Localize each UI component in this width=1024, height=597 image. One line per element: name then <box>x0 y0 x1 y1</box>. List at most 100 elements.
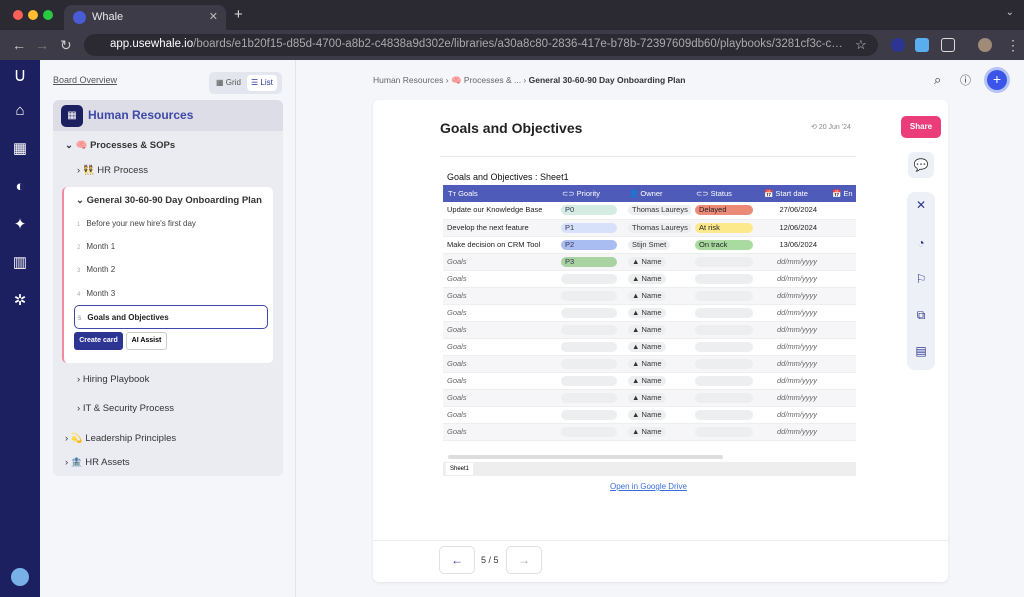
start-date-cell[interactable]: dd/mm/yyyy <box>759 423 827 441</box>
share-button[interactable]: Share <box>901 116 941 138</box>
goal-cell[interactable]: Goals <box>443 304 557 322</box>
priority-cell[interactable]: P1 <box>557 219 624 237</box>
goal-cell[interactable]: Make decision on CRM Tool <box>443 236 557 254</box>
end-date-cell[interactable] <box>827 321 856 339</box>
status-cell[interactable] <box>691 270 759 288</box>
create-card-button[interactable]: Create card <box>74 332 123 350</box>
start-date-cell[interactable]: dd/mm/yyyy <box>759 253 827 271</box>
status-cell[interactable]: Delayed <box>691 202 759 220</box>
owner-cell[interactable]: Thomas Laureys <box>624 219 691 237</box>
priority-cell[interactable]: P2 <box>557 236 624 254</box>
start-date-cell[interactable]: 13/06/2024 <box>759 236 827 254</box>
owner-cell[interactable]: ▲ Name <box>624 389 691 407</box>
card-item[interactable]: 2 Month 1 <box>77 242 115 251</box>
end-date-cell[interactable] <box>827 423 856 441</box>
breadcrumb-item[interactable]: Human Resources <box>373 75 444 85</box>
goal-cell[interactable]: Goals <box>443 338 557 356</box>
priority-cell[interactable] <box>557 389 624 407</box>
search-icon[interactable]: ⌕ <box>934 72 942 87</box>
owner-cell[interactable]: ▲ Name <box>624 355 691 373</box>
table-row[interactable]: Goals ▲ Name dd/mm/yyyy <box>443 389 856 407</box>
table-row[interactable]: Goals ▲ Name dd/mm/yyyy <box>443 304 856 322</box>
status-cell[interactable]: At risk <box>691 219 759 237</box>
goal-cell[interactable]: Goals <box>443 287 557 305</box>
start-date-cell[interactable]: dd/mm/yyyy <box>759 338 827 356</box>
table-row[interactable]: Develop the next feature P1 Thomas Laure… <box>443 219 856 237</box>
priority-cell[interactable] <box>557 304 624 322</box>
goal-cell[interactable]: Goals <box>443 270 557 288</box>
status-cell[interactable] <box>691 253 759 271</box>
grid-view-button[interactable]: ▦ Grid <box>216 78 241 87</box>
next-page-button[interactable]: → <box>506 546 542 574</box>
status-cell[interactable] <box>691 372 759 390</box>
priority-cell[interactable]: P3 <box>557 253 624 271</box>
priority-cell[interactable] <box>557 270 624 288</box>
goal-cell[interactable]: Update our Knowledge Base <box>443 202 557 220</box>
goal-cell[interactable]: Goals <box>443 321 557 339</box>
owner-cell[interactable]: ▲ Name <box>624 304 691 322</box>
analytics-pie-icon[interactable]: ◔ <box>917 236 925 250</box>
start-date-cell[interactable]: dd/mm/yyyy <box>759 389 827 407</box>
home-icon[interactable]: ⌂ <box>15 102 25 119</box>
goal-cell[interactable]: Goals <box>443 423 557 441</box>
analytics-icon[interactable]: ▥ <box>12 254 28 271</box>
tree-item-leadership[interactable]: › 💫 Leadership Principles <box>65 433 177 444</box>
profile-avatar[interactable] <box>978 38 992 52</box>
owner-cell[interactable]: ▲ Name <box>624 321 691 339</box>
tree-item-processes[interactable]: ⌄ 🧠 Processes & SOPs <box>65 140 176 151</box>
status-cell[interactable] <box>691 389 759 407</box>
priority-cell[interactable] <box>557 372 624 390</box>
status-cell[interactable] <box>691 355 759 373</box>
goal-cell[interactable]: Goals <box>443 372 557 390</box>
end-date-cell[interactable] <box>827 389 856 407</box>
table-row[interactable]: Goals ▲ Name dd/mm/yyyy <box>443 338 856 356</box>
owner-cell[interactable]: ▲ Name <box>624 406 691 424</box>
back-icon[interactable]: ← <box>12 37 26 53</box>
extension-icon[interactable] <box>915 38 929 52</box>
previous-page-button[interactable]: ← <box>439 546 475 574</box>
ai-sparkle-icon[interactable]: ✦ <box>13 216 27 233</box>
breadcrumb-item[interactable]: 🧠 Processes & ... <box>450 75 522 85</box>
table-row[interactable]: Goals ▲ Name dd/mm/yyyy <box>443 406 856 424</box>
table-row[interactable]: Goals ▲ Name dd/mm/yyyy <box>443 355 856 373</box>
ai-assist-button[interactable]: AI Assist <box>126 332 167 350</box>
end-date-cell[interactable] <box>827 355 856 373</box>
goal-cell[interactable]: Goals <box>443 253 557 271</box>
new-tab-button[interactable]: + <box>234 6 243 23</box>
add-button[interactable]: + <box>987 70 1007 90</box>
info-icon[interactable]: ⓘ <box>960 75 971 87</box>
zoom-window-button[interactable] <box>43 10 53 20</box>
priority-cell[interactable] <box>557 355 624 373</box>
goal-cell[interactable]: Goals <box>443 406 557 424</box>
owner-cell[interactable]: ▲ Name <box>624 372 691 390</box>
priority-cell[interactable] <box>557 406 624 424</box>
integrations-icon[interactable]: ✲ <box>13 292 27 309</box>
table-row[interactable]: Goals ▲ Name dd/mm/yyyy <box>443 287 856 305</box>
whale-extension-icon[interactable] <box>891 38 905 52</box>
sheet-tab[interactable]: Sheet1 <box>446 463 474 475</box>
start-date-cell[interactable]: dd/mm/yyyy <box>759 321 827 339</box>
browser-menu-icon[interactable]: ⋮ <box>1006 37 1020 53</box>
board-overview-link[interactable]: Board Overview <box>53 75 118 85</box>
owner-cell[interactable]: Thomas Laureys <box>624 202 691 220</box>
status-cell[interactable] <box>691 287 759 305</box>
goal-cell[interactable]: Goals <box>443 355 557 373</box>
boards-grid-icon[interactable]: ▦ <box>12 140 28 157</box>
minimize-window-button[interactable] <box>28 10 38 20</box>
bookmark-icon[interactable]: ⚐ <box>915 272 927 286</box>
status-cell[interactable] <box>691 338 759 356</box>
embedded-google-sheet[interactable]: Goals and Objectives : Sheet1 Tт Goals ⊂⊃… <box>443 169 856 479</box>
table-row[interactable]: Update our Knowledge Base P0 Thomas Laur… <box>443 202 856 220</box>
start-date-cell[interactable]: 12/06/2024 <box>759 219 827 237</box>
extensions-puzzle-icon[interactable] <box>941 38 955 52</box>
tree-item-hiring-playbook[interactable]: › Hiring Playbook <box>77 374 150 385</box>
end-date-cell[interactable] <box>827 406 856 424</box>
start-date-cell[interactable]: dd/mm/yyyy <box>759 287 827 305</box>
tree-item-hr-assets[interactable]: › 🏦 HR Assets <box>65 457 130 468</box>
duplicate-icon[interactable]: ⧉ <box>916 308 926 322</box>
card-item[interactable]: 4 Month 3 <box>77 289 115 298</box>
end-date-cell[interactable] <box>827 372 856 390</box>
comments-icon[interactable]: 💬 <box>908 152 934 178</box>
reload-icon[interactable]: ↻ <box>60 37 72 53</box>
user-avatar[interactable] <box>11 568 29 586</box>
